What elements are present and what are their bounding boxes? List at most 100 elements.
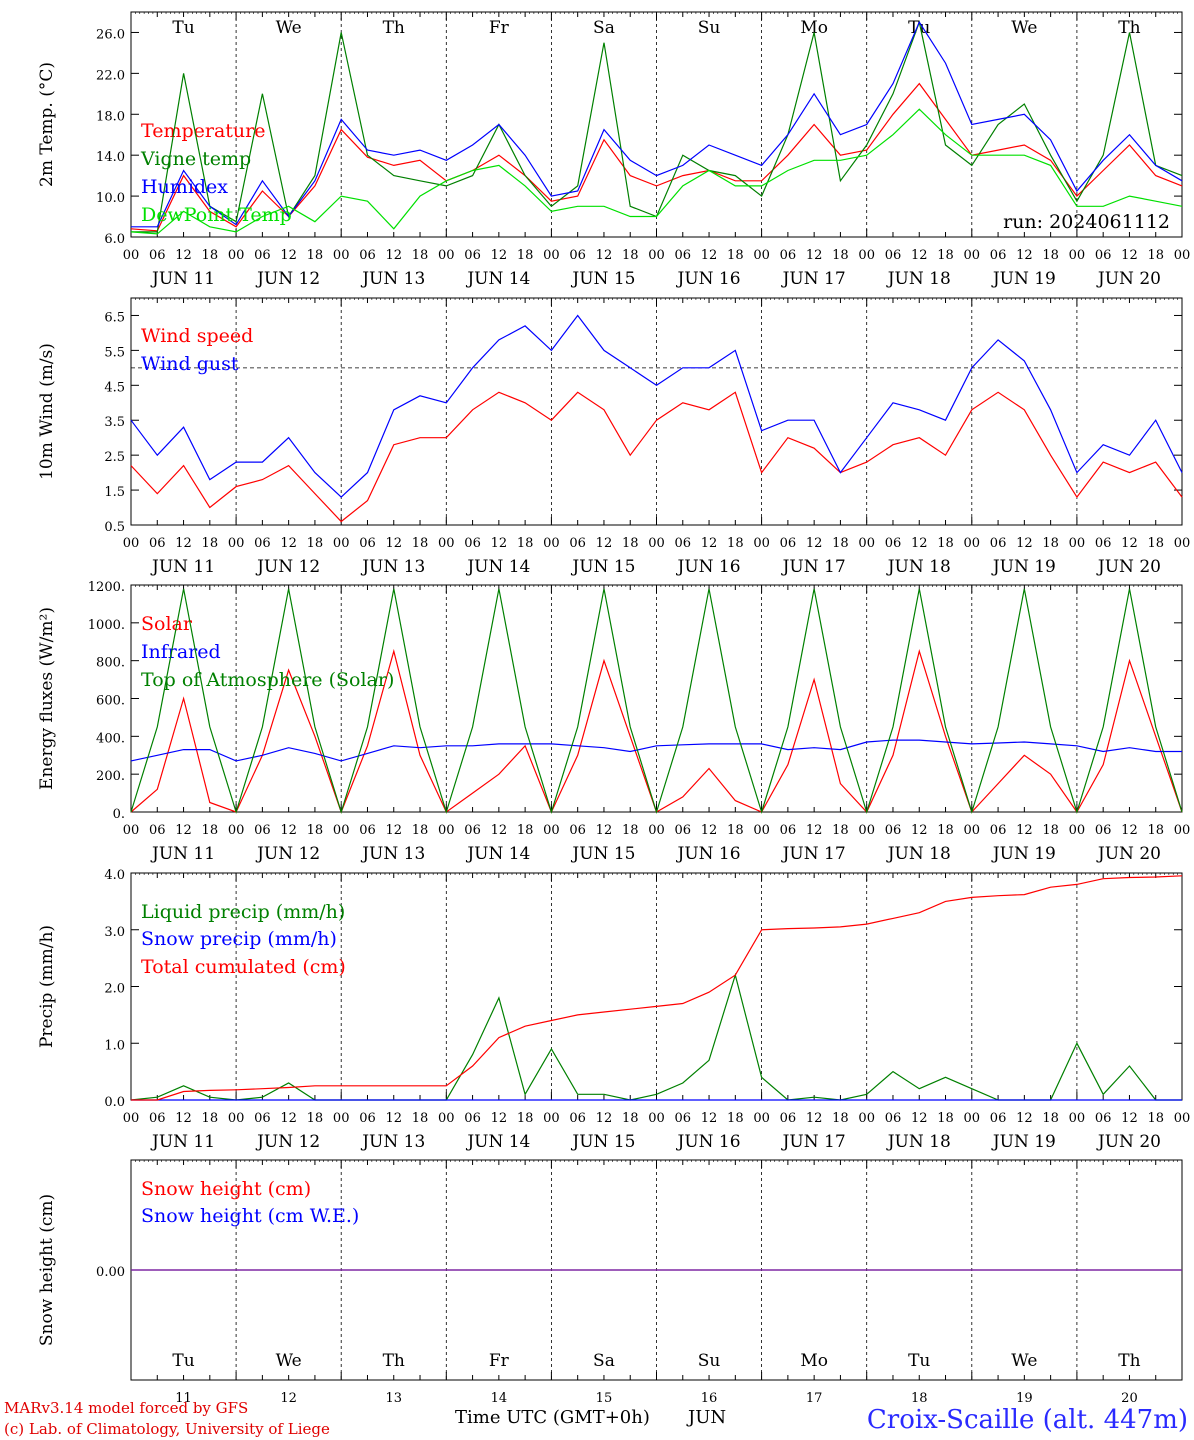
hour-tick-label: 12	[1016, 248, 1033, 263]
hour-tick-label: 12	[175, 1111, 192, 1126]
hour-tick-label: 18	[202, 1111, 219, 1126]
date-label: JUN 18	[886, 1132, 951, 1152]
hour-tick-label: 18	[1147, 823, 1164, 838]
hour-tick-label: 00	[123, 536, 140, 551]
date-label: JUN 13	[360, 269, 425, 289]
snow-panel: 0.00 Snow height (cm) Snow height (cm) Snow…	[37, 1159, 1183, 1406]
legend-entry: Infrared	[141, 641, 221, 663]
y-tick-label: 10.0	[96, 191, 125, 206]
hour-tick-label: 00	[648, 823, 665, 838]
y-tick-label: 2.5	[104, 450, 125, 465]
y-tick-label: 6.0	[104, 232, 125, 247]
series-line	[130, 82, 1183, 232]
hour-tick-label: 18	[622, 823, 639, 838]
date-label: JUN 15	[570, 844, 635, 864]
weekday-label: We	[276, 18, 302, 38]
legend-entry: Wind speed	[141, 325, 253, 347]
legend-entry: Humidex	[141, 176, 228, 198]
date-label: JUN 14	[465, 844, 530, 864]
hour-tick-label: 06	[1095, 248, 1112, 263]
date-label: JUN 12	[255, 269, 320, 289]
hour-tick-label: 12	[280, 823, 297, 838]
legend-entry: Solar	[141, 613, 193, 635]
hour-tick-label: 12	[385, 1111, 402, 1126]
hour-tick-label: 06	[569, 248, 586, 263]
y-tick-label: 22.0	[96, 68, 125, 83]
hour-tick-label: 06	[464, 536, 481, 551]
hour-tick-label: 18	[937, 1111, 954, 1126]
hour-tick-label: 18	[202, 823, 219, 838]
hour-tick-label: 12	[385, 248, 402, 263]
hour-tick-label: 18	[622, 1111, 639, 1126]
date-label: JUN 20	[1096, 1132, 1161, 1152]
date-label: JUN 13	[360, 844, 425, 864]
footer-model: MARv3.14 model forced by GFS	[4, 1399, 248, 1417]
wind-panel: 0.5 1.5 2.5 3.5 4.5 5.5 6.5 10m Wind (m/s) Wind …	[37, 297, 1190, 577]
hour-tick-label: 00	[858, 248, 875, 263]
hour-tick-label: 00	[753, 823, 770, 838]
footer-time-label: Time UTC (GMT+0h)	[455, 1407, 650, 1428]
date-label: JUN 15	[570, 557, 635, 577]
y-axis-label: 10m Wind (m/s)	[37, 343, 57, 480]
hour-tick-label: 06	[675, 536, 692, 551]
hour-tick-label: 06	[569, 823, 586, 838]
date-label: JUN 17	[781, 1132, 846, 1152]
date-label: JUN 19	[991, 269, 1056, 289]
y-tick-label: 18.0	[96, 109, 125, 124]
y-axis-label: 2m Temp. (°C)	[37, 62, 57, 187]
y-tick-label: 400.	[96, 731, 125, 746]
hour-tick-label: 06	[359, 1111, 376, 1126]
date-label: JUN 19	[991, 1132, 1056, 1152]
hour-tick-label: 12	[1121, 536, 1138, 551]
hour-tick-label: 06	[359, 823, 376, 838]
hour-tick-label: 06	[254, 1111, 271, 1126]
hour-tick-label: 18	[517, 248, 534, 263]
hour-tick-label: 18	[727, 248, 744, 263]
hour-tick-label: 00	[1174, 1111, 1191, 1126]
hour-tick-label: 18	[1042, 536, 1059, 551]
y-tick-label: 14.0	[96, 150, 125, 165]
hour-tick-label: 06	[359, 248, 376, 263]
hour-tick-label: 18	[412, 1111, 429, 1126]
hour-tick-label: 12	[280, 248, 297, 263]
hour-tick-label: 06	[780, 823, 797, 838]
hour-tick-label: 00	[964, 1111, 981, 1126]
hour-tick-label: 06	[1095, 536, 1112, 551]
hour-tick-label: 12	[806, 1111, 823, 1126]
weekday-label: Fr	[489, 18, 510, 38]
legend-entry: Snow height (cm)	[141, 1178, 311, 1200]
date-label: JUN 18	[886, 269, 951, 289]
legend-entry: Vigne temp	[140, 148, 251, 170]
weekday-label: Mo	[800, 1351, 828, 1371]
hour-tick-label: 00	[753, 536, 770, 551]
hour-tick-label: 12	[596, 536, 613, 551]
legend-entry: Total cumulated (cm)	[141, 956, 346, 978]
hour-tick-label: 12	[806, 536, 823, 551]
hour-tick-label: 00	[648, 248, 665, 263]
hour-tick-label: 12	[911, 823, 928, 838]
hour-tick-label: 12	[280, 1111, 297, 1126]
weekday-label: Th	[383, 18, 405, 38]
hour-tick-label: 18	[1042, 823, 1059, 838]
hour-tick-label: 00	[123, 823, 140, 838]
hour-tick-label: 00	[228, 823, 245, 838]
hour-tick-label: 00	[964, 536, 981, 551]
hour-tick-label: 00	[1069, 248, 1086, 263]
hour-tick-label: 06	[254, 536, 271, 551]
hour-tick-label: 06	[149, 1111, 166, 1126]
weekday-label: Th	[383, 1351, 405, 1371]
series-line	[130, 108, 1183, 235]
hour-tick-label: 12	[911, 248, 928, 263]
hour-tick-label: 00	[438, 536, 455, 551]
hour-tick-label: 18	[727, 823, 744, 838]
weekday-label: Th	[1118, 1351, 1140, 1371]
hour-tick-label: 18	[622, 536, 639, 551]
hour-tick-label: 00	[1174, 823, 1191, 838]
temperature-panel: 6.0 10.0 14.0 18.0 22.0 26.0 2m Temp. (°C) Tu We…	[37, 11, 1191, 289]
hour-tick-label: 18	[1042, 248, 1059, 263]
date-label: JUN 19	[991, 844, 1056, 864]
hour-tick-label: 12	[1121, 823, 1138, 838]
hour-tick-label: 00	[1174, 248, 1191, 263]
y-axis-label: Snow height (cm)	[37, 1194, 57, 1346]
hour-tick-label: 18	[727, 536, 744, 551]
